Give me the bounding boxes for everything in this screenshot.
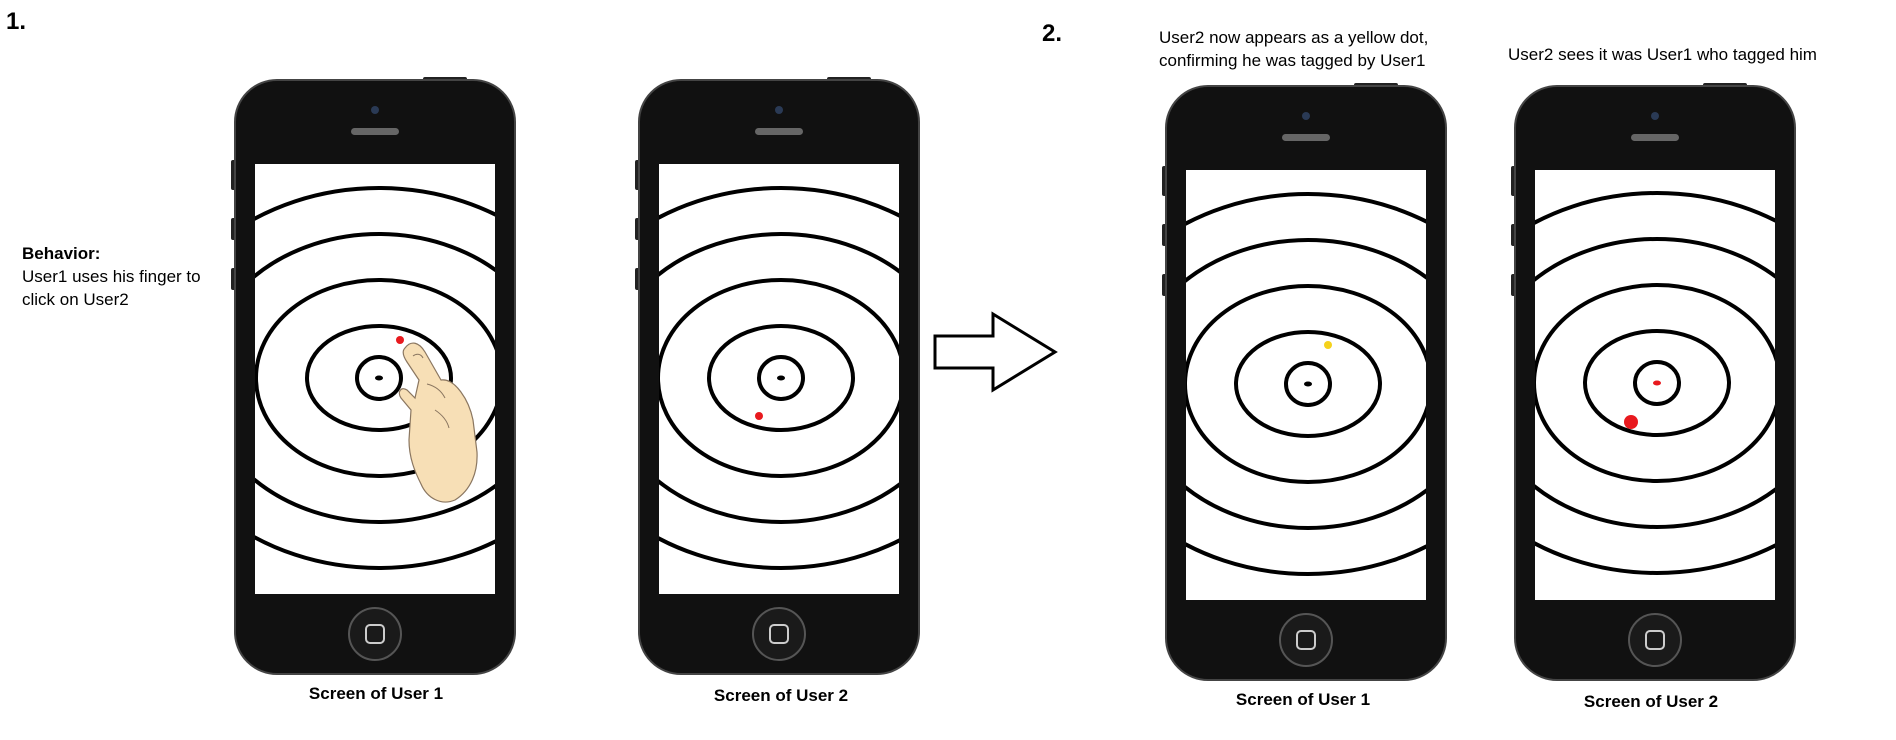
user2-yellow-dot xyxy=(1324,341,1332,349)
camera-icon xyxy=(1302,112,1310,120)
speaker-grille xyxy=(351,128,399,135)
phone-graphic xyxy=(1162,83,1447,681)
caption-phone-1: Screen of User 1 xyxy=(308,684,444,703)
home-button-icon xyxy=(769,624,789,644)
caption-phone-3: Screen of User 1 xyxy=(1235,690,1371,709)
step-2-number: 2. xyxy=(1042,20,1063,47)
phone-graphic xyxy=(231,77,516,675)
phone-user2-step2 xyxy=(1511,83,1799,681)
camera-icon xyxy=(371,106,379,114)
tagged-by-note: User2 sees it was User1 who tagged him xyxy=(1508,43,1817,66)
radar-rings xyxy=(659,186,899,570)
self-marker-red xyxy=(1653,380,1661,386)
phone-user2-step1 xyxy=(635,77,923,675)
speaker-grille xyxy=(1282,134,1330,141)
home-button xyxy=(1279,613,1333,667)
user2-dot xyxy=(396,336,404,344)
yellow-dot-note-line-2: confirming he was tagged by User1 xyxy=(1159,51,1426,70)
radar-rings xyxy=(1186,192,1426,576)
home-button-icon xyxy=(365,624,385,644)
user1-large-red-dot xyxy=(1624,415,1638,429)
step-1-number: 1. xyxy=(6,8,27,35)
phone-graphic xyxy=(635,77,920,675)
camera-icon xyxy=(1651,112,1659,120)
home-button-icon xyxy=(1645,630,1665,650)
home-button xyxy=(348,607,402,661)
finger-icon xyxy=(398,342,478,503)
phone-user1-step2 xyxy=(1162,83,1450,681)
self-marker xyxy=(1304,381,1312,387)
right-arrow-icon xyxy=(933,311,1058,393)
phone-graphic xyxy=(1511,83,1796,681)
speaker-grille xyxy=(1631,134,1679,141)
yellow-dot-note-line-1: User2 now appears as a yellow dot, xyxy=(1159,28,1429,47)
self-marker xyxy=(777,375,785,381)
tagged-by-note-text: User2 sees it was User1 who tagged him xyxy=(1508,45,1817,64)
caption-phone-2: Screen of User 2 xyxy=(713,686,849,705)
home-button xyxy=(752,607,806,661)
yellow-dot-note: User2 now appears as a yellow dot, confi… xyxy=(1159,26,1428,72)
behavior-heading: Behavior: xyxy=(22,244,101,263)
home-button xyxy=(1628,613,1682,667)
phone-screen xyxy=(255,164,495,594)
self-marker xyxy=(375,375,383,381)
phone-user1-step1 xyxy=(231,77,519,675)
speaker-grille xyxy=(755,128,803,135)
behavior-description: Behavior: User1 uses his finger to click… xyxy=(22,242,201,311)
home-button-icon xyxy=(1296,630,1316,650)
radar-rings xyxy=(1535,191,1775,575)
radar-rings xyxy=(255,186,495,570)
caption-phone-4: Screen of User 2 xyxy=(1583,692,1719,711)
behavior-line-2: click on User2 xyxy=(22,290,129,309)
user1-dot xyxy=(755,412,763,420)
camera-icon xyxy=(775,106,783,114)
behavior-line-1: User1 uses his finger to xyxy=(22,267,201,286)
